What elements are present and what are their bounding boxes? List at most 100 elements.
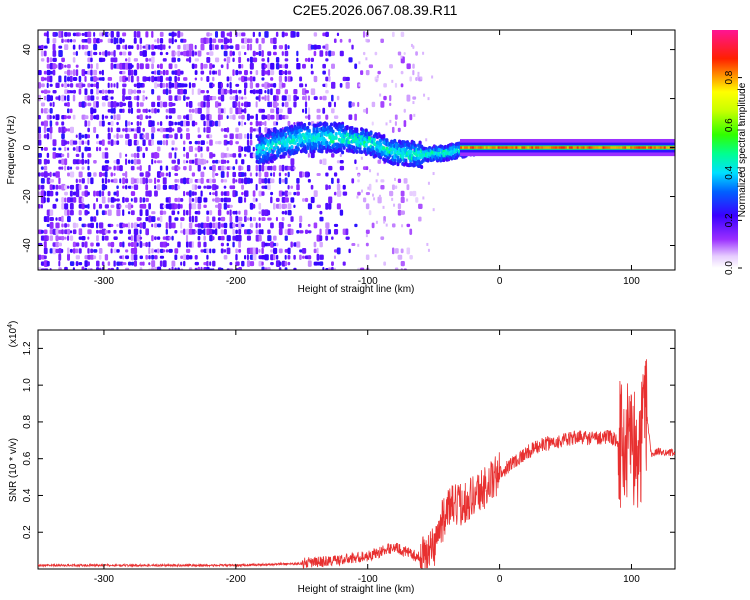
spectrogram-cell: [214, 120, 219, 127]
spectrogram-cell: [156, 64, 160, 69]
spectrogram-cell: [72, 44, 76, 50]
spectrogram-cell: [154, 70, 157, 75]
spectrogram-cell: [133, 184, 139, 190]
tone-cell: [487, 146, 490, 149]
spectrogram-cell: [84, 51, 88, 56]
spectrogram-cell: [197, 50, 202, 57]
spectrogram-cell: [40, 102, 46, 107]
spectrogram-cell: [400, 248, 404, 254]
tone-cell: [645, 146, 648, 149]
spectrogram-cell: [316, 44, 321, 50]
spectrogram-cell: [267, 184, 271, 191]
spectrogram-cell: [203, 159, 207, 165]
spectrogram-cell: [275, 56, 280, 63]
spectrogram-cell: [223, 107, 226, 114]
spectrogram-cell: [194, 51, 198, 56]
spectrogram-cell: [281, 70, 285, 75]
spectrogram-cell: [61, 229, 64, 235]
spectrogram-cell: [61, 248, 64, 253]
spectrogram-cell: [299, 128, 303, 133]
spectrogram-cell: [217, 209, 222, 216]
spectrogram-cell: [400, 196, 405, 204]
spectrogram-cell: [171, 222, 176, 229]
spectrogram-cell: [287, 223, 292, 228]
spectrogram-cell: [98, 39, 103, 43]
spectrogram-cell: [64, 71, 68, 75]
spectrogram-cell: [81, 134, 85, 139]
spectrogram-cell: [246, 254, 249, 261]
spectrogram-cell: [43, 70, 47, 75]
spectrogram-cell: [38, 254, 42, 260]
spectrogram-cell: [171, 57, 176, 63]
spectrogram-cell: [258, 171, 262, 178]
spectrogram-cell: [107, 108, 112, 113]
spectrogram-cell: [203, 120, 206, 127]
spectrogram-cell: [235, 69, 239, 76]
spectrogram-cell: [183, 50, 187, 57]
spectrogram-cell: [130, 153, 134, 158]
spectrogram-cell: [281, 102, 285, 107]
spectrogram-cell: [93, 51, 98, 56]
spectrogram-cell: [156, 128, 161, 132]
spectrogram-cell: [55, 96, 59, 100]
spectrogram-cell: [313, 96, 318, 101]
spectrogram-cell: [212, 164, 216, 172]
spectrogram-cell: [185, 43, 190, 51]
spectrogram-cell: [232, 114, 236, 120]
spectrogram-cell: [217, 107, 222, 114]
tone-cell: [624, 146, 627, 149]
tone-cell: [574, 146, 577, 149]
spectrogram-cell: [191, 88, 194, 96]
spectrogram-cell: [261, 69, 265, 77]
spectrogram-cell: [171, 159, 176, 164]
spectrogram-cell: [249, 56, 253, 63]
spectrogram-cell: [142, 152, 146, 159]
spectrogram-cell: [362, 51, 366, 56]
spectrogram-cell: [278, 70, 283, 76]
spectrogram-cell: [267, 89, 270, 95]
spectrogram-cell: [104, 177, 108, 184]
spectrogram-cell: [130, 64, 134, 68]
spectrogram-cell: [246, 113, 250, 121]
spectrogram-cell: [383, 216, 386, 223]
spectrogram-cell: [409, 255, 413, 260]
spectrogram-cell: [136, 82, 141, 89]
spectrogram-cell: [78, 75, 82, 83]
spectrogram-cell: [396, 155, 400, 160]
spectrogram-cell: [261, 229, 264, 235]
spectrogram-cell: [249, 70, 253, 75]
spectrogram-cell: [255, 89, 260, 94]
spectrogram-cell: [72, 267, 75, 270]
spectrogram-y-tick-label: -20: [22, 189, 33, 204]
spectrogram-cell: [258, 126, 262, 134]
spectrogram-cell: [145, 96, 148, 100]
spectrogram-cell: [96, 77, 100, 81]
spectrogram-cell: [319, 235, 323, 242]
spectrogram-cell: [159, 260, 163, 267]
spectrogram-cell: [278, 267, 282, 270]
spectrogram-cell: [220, 235, 225, 241]
spectrogram-cell: [375, 179, 378, 183]
spectrogram-cell: [145, 216, 149, 222]
spectrogram-cell: [267, 235, 272, 242]
spectrogram-cell: [104, 89, 108, 94]
spectrogram-cell: [90, 89, 94, 95]
spectrogram-cell: [81, 266, 85, 270]
spectrogram-cell: [96, 242, 100, 247]
spectrogram-x-tick-label: -100: [358, 276, 378, 287]
spectrogram-cell: [171, 31, 175, 38]
spectrogram-cell: [81, 69, 86, 77]
spectrogram-cell: [407, 143, 411, 148]
spectrogram-cell: [197, 196, 202, 204]
spectrogram-cell: [55, 82, 60, 89]
spectrogram-cell: [67, 172, 71, 177]
spectrogram-cell: [78, 261, 83, 266]
spectrogram-cell: [252, 247, 257, 255]
spectrogram-cell: [220, 159, 225, 165]
spectrogram-cell: [162, 82, 166, 88]
spectrogram-cell: [58, 45, 63, 49]
spectrogram-cell: [127, 45, 132, 50]
spectrogram-cell: [351, 178, 355, 184]
spectrogram-cell: [75, 248, 79, 254]
tone-cell: [602, 146, 605, 149]
